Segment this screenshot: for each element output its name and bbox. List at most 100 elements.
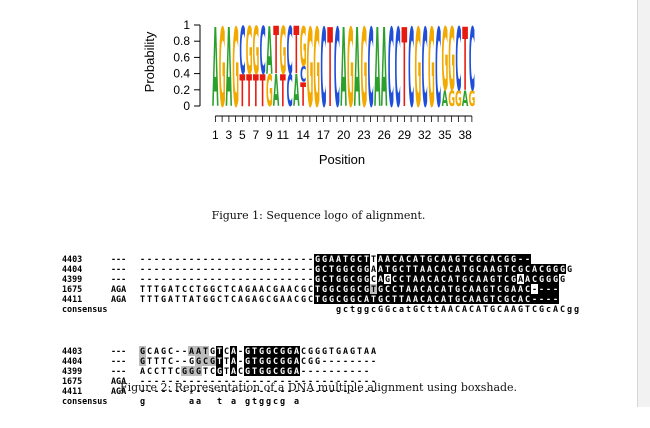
y-tick-label: 0.6 (173, 50, 190, 64)
logo-letter: G (306, 7, 313, 132)
logo-letter: C (320, 7, 326, 132)
sequence-prefix: --- (111, 274, 127, 284)
logo-letter: G (468, 86, 475, 111)
sequence-prefix: AGA (111, 294, 127, 304)
x-tick-label: 3 (226, 128, 233, 142)
logo-letter: T (402, 7, 408, 132)
x-tick-label: 7 (253, 128, 260, 142)
logo-letter: G (266, 67, 273, 117)
logo-letter: A (381, 7, 387, 132)
y-tick-label: 0.4 (173, 67, 190, 81)
x-tick-label: 14 (296, 128, 310, 142)
logo-letter: A (442, 86, 449, 111)
alignment-block-1: 4403 --- - - - - - - - - - - - - - - - - - - - - - - - - - G G A A T G C T… (62, 254, 580, 314)
x-axis: 1 3 5 7 9 11 14 17 20 23 26 29 32 35 38 (212, 115, 473, 142)
sequence-name: 4404 (62, 264, 83, 274)
alignment-row: 4403 --- - - - - - - - - - - - - - - - - - - - - - - - - - G G A A T G C T… (62, 254, 580, 264)
sequence-name: 4399 (62, 274, 83, 284)
sequence-residues: ---------------------------------- (139, 386, 377, 396)
x-tick-label: 1 (212, 128, 219, 142)
y-tick-label: 0.2 (173, 83, 190, 97)
sequence-name: 4399 (62, 366, 83, 376)
y-tick-label: 0.8 (173, 34, 190, 48)
x-tick-label: 38 (458, 128, 472, 142)
y-tick-label: 0 (183, 99, 190, 113)
sequence-name: consensus (62, 304, 108, 314)
logo-letter: G (232, 7, 239, 132)
x-tick-label: 29 (398, 128, 412, 142)
x-axis-label: Position (319, 152, 365, 167)
logo-letter: A (293, 67, 299, 117)
x-tick-label: 32 (418, 128, 432, 142)
logo-letter: T (327, 7, 333, 132)
multiple-alignment: 4403 --- - - - - - - - - - - - - - - - - - - - - - - - - - G G A A T G C T… (62, 234, 580, 428)
alignment-row: 4411 AGA - - - - - - - - - - - - - - - - - - - - - - - - - - - - - - - - -… (62, 386, 580, 396)
logo-letter: A (462, 86, 469, 111)
logo-letter: C (388, 7, 394, 132)
alignment-block-2: 4403 --- G C A G C - - A A T G T C A - G T G G C G G A C G G G T G A G T A… (62, 346, 580, 406)
sequence-name: consensus (62, 396, 108, 406)
logo-letter: A (273, 67, 279, 117)
sequence-prefix: AGA (111, 386, 127, 396)
sequence-name: 4403 (62, 346, 83, 356)
sequence-name: 4411 (62, 386, 83, 396)
y-tick-label: 1 (183, 18, 190, 32)
logo-letter: C (469, 11, 475, 111)
x-tick-label: 11 (277, 128, 290, 142)
logo-letter: T (246, 67, 252, 117)
x-tick-label: 17 (317, 128, 331, 142)
x-tick-label: 26 (377, 128, 391, 142)
logo-letter: T (300, 76, 306, 114)
sequence-prefix: --- (111, 356, 127, 366)
logo-letter: C (422, 7, 428, 132)
scrollbar-track[interactable] (637, 0, 650, 407)
alignment-row: 4411 AGA T T T G A T T A T G G C T C A G A G C G A A C G C T G G C G G C A… (62, 294, 580, 304)
logo-letter: G (448, 86, 455, 111)
logo-letter: C (287, 13, 293, 89)
sequence-prefix: AGA (111, 376, 127, 386)
x-tick-label: 5 (239, 128, 246, 142)
logo-letter: C (287, 67, 293, 117)
sequence-prefix: --- (111, 264, 127, 274)
logo-letter: A (212, 7, 218, 132)
y-axis: 0 0.2 0.4 0.6 0.8 1 (173, 18, 201, 113)
logo-letter: C (395, 7, 401, 132)
logo-letter: G (448, 11, 455, 111)
logo-letter: G (455, 86, 462, 111)
alignment-row: 4399 --- A C C T T C G G G T C G T A C G T G G C G G A - - - - - - - - - - (62, 366, 580, 376)
logo-letter: C (260, 13, 266, 89)
logo-letter: G (414, 7, 421, 132)
sequence-prefix: --- (111, 366, 127, 376)
sequence-residues: ---------------------------------- (139, 376, 377, 386)
y-axis-label: Probability (142, 31, 157, 92)
sequence-prefix: AGA (111, 284, 127, 294)
logo-letter: A (266, 13, 272, 89)
logo-letter: G (279, 13, 286, 89)
logo-letter: T (240, 67, 246, 117)
logo-letter: T (273, 13, 279, 89)
logo-letter: G (219, 7, 226, 132)
logo-letter: C (435, 7, 441, 132)
x-tick-label: 9 (266, 128, 273, 142)
logo-letter: C (368, 7, 374, 132)
logo-letter: A (340, 7, 346, 132)
sequence-prefix: --- (111, 346, 127, 356)
logo-letter: G (313, 7, 320, 132)
logo-letter: T (253, 67, 259, 117)
logo-letter: G (347, 7, 354, 132)
logo-letter: C (408, 7, 414, 132)
alignment-row: 4404 --- G T T T C - - G G C G T T A - G T G G C G G A C G G - - - - - - -… (62, 356, 580, 366)
logo-letter: G (360, 7, 367, 132)
logo-letter: C (334, 7, 340, 132)
alignment-row: 4399 --- - - - - - - - - - - - - - - - - - - - - - - - - - G C T G G C G G… (62, 274, 580, 284)
